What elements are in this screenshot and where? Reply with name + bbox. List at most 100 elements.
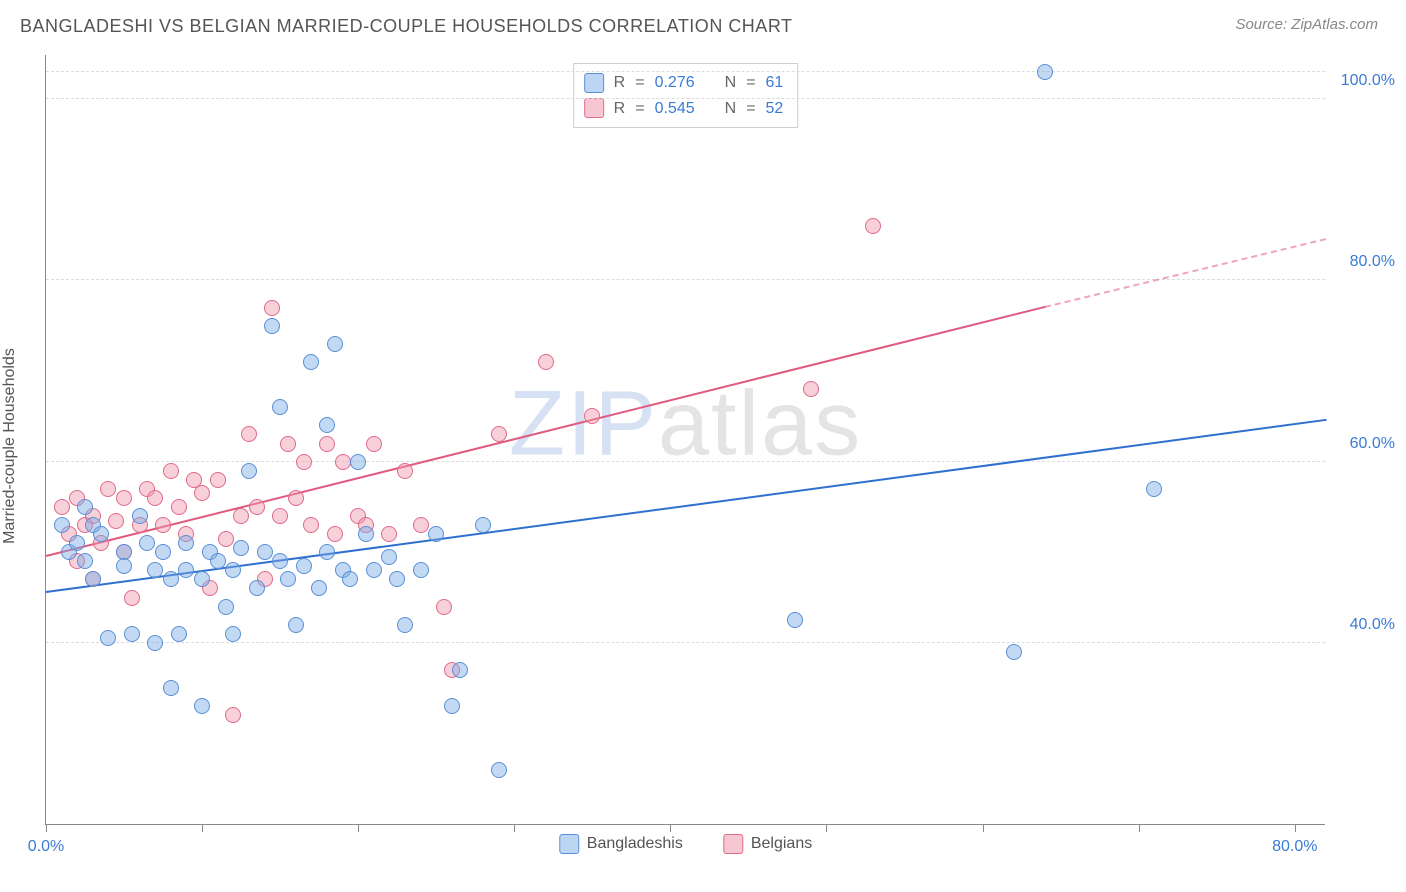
ytick-label: 40.0% — [1350, 616, 1395, 634]
gridline — [46, 461, 1325, 462]
data-point-belgians — [210, 472, 226, 488]
xtick-mark — [202, 824, 203, 832]
value-N-bangladeshis: 61 — [766, 70, 784, 96]
data-point-bangladeshis — [178, 562, 194, 578]
data-point-bangladeshis — [327, 336, 343, 352]
xtick-mark — [514, 824, 515, 832]
data-point-bangladeshis — [249, 580, 265, 596]
xtick-mark — [983, 824, 984, 832]
data-point-bangladeshis — [241, 463, 257, 479]
data-point-belgians — [436, 599, 452, 615]
data-point-bangladeshis — [147, 562, 163, 578]
data-point-belgians — [54, 499, 70, 515]
data-point-bangladeshis — [233, 540, 249, 556]
data-point-bangladeshis — [1006, 644, 1022, 660]
legend-label-bangladeshis: Bangladeshis — [587, 835, 683, 853]
xtick-label: 0.0% — [28, 838, 64, 856]
data-point-belgians — [319, 436, 335, 452]
data-point-bangladeshis — [257, 544, 273, 560]
trend-line — [46, 306, 1046, 557]
swatch-bangladeshis — [559, 834, 579, 854]
data-point-bangladeshis — [319, 417, 335, 433]
data-point-bangladeshis — [389, 571, 405, 587]
data-point-bangladeshis — [452, 662, 468, 678]
data-point-belgians — [397, 463, 413, 479]
data-point-bangladeshis — [225, 562, 241, 578]
label-R: R — [614, 70, 626, 96]
data-point-belgians — [218, 531, 234, 547]
data-point-bangladeshis — [491, 762, 507, 778]
label-eq: = — [635, 96, 644, 122]
ytick-label: 60.0% — [1350, 435, 1395, 453]
data-point-bangladeshis — [319, 544, 335, 560]
data-point-belgians — [194, 485, 210, 501]
data-point-bangladeshis — [77, 499, 93, 515]
gridline — [46, 642, 1325, 643]
data-point-bangladeshis — [116, 558, 132, 574]
gridline — [46, 71, 1325, 72]
chart-title: BANGLADESHI VS BELGIAN MARRIED-COUPLE HO… — [20, 16, 793, 37]
data-point-bangladeshis — [366, 562, 382, 578]
data-point-bangladeshis — [178, 535, 194, 551]
data-point-belgians — [288, 490, 304, 506]
data-point-belgians — [865, 218, 881, 234]
data-point-belgians — [280, 436, 296, 452]
data-point-bangladeshis — [54, 517, 70, 533]
watermark-part1: ZIP — [509, 373, 658, 475]
data-point-belgians — [303, 517, 319, 533]
data-point-bangladeshis — [139, 535, 155, 551]
data-point-belgians — [491, 426, 507, 442]
source-attribution: Source: ZipAtlas.com — [1235, 16, 1378, 33]
data-point-belgians — [264, 300, 280, 316]
swatch-bangladeshis — [584, 73, 604, 93]
label-eq: = — [746, 70, 755, 96]
data-point-bangladeshis — [69, 535, 85, 551]
data-point-belgians — [381, 526, 397, 542]
scatter-plot-area: ZIPatlas R = 0.276 N = 61 R = 0.545 N = … — [45, 55, 1325, 825]
value-R-belgians: 0.545 — [655, 96, 695, 122]
data-point-bangladeshis — [1146, 481, 1162, 497]
xtick-mark — [1295, 824, 1296, 832]
data-point-belgians — [171, 499, 187, 515]
data-point-belgians — [108, 513, 124, 529]
data-point-belgians — [124, 590, 140, 606]
data-point-bangladeshis — [132, 508, 148, 524]
data-point-bangladeshis — [147, 635, 163, 651]
data-point-bangladeshis — [210, 553, 226, 569]
data-point-bangladeshis — [397, 617, 413, 633]
data-point-belgians — [147, 490, 163, 506]
data-point-bangladeshis — [272, 553, 288, 569]
data-point-belgians — [366, 436, 382, 452]
stats-row-bangladeshis: R = 0.276 N = 61 — [584, 70, 784, 96]
label-N: N — [725, 70, 737, 96]
data-point-belgians — [241, 426, 257, 442]
data-point-belgians — [249, 499, 265, 515]
data-point-bangladeshis — [100, 630, 116, 646]
gridline — [46, 98, 1325, 99]
data-point-bangladeshis — [428, 526, 444, 542]
data-point-belgians — [155, 517, 171, 533]
data-point-bangladeshis — [303, 354, 319, 370]
label-eq: = — [746, 96, 755, 122]
stats-row-belgians: R = 0.545 N = 52 — [584, 96, 784, 122]
data-point-bangladeshis — [280, 571, 296, 587]
data-point-bangladeshis — [218, 599, 234, 615]
data-point-bangladeshis — [381, 549, 397, 565]
data-point-belgians — [803, 381, 819, 397]
ytick-label: 100.0% — [1341, 72, 1395, 90]
data-point-bangladeshis — [194, 571, 210, 587]
data-point-bangladeshis — [342, 571, 358, 587]
data-point-bangladeshis — [124, 626, 140, 642]
data-point-belgians — [163, 463, 179, 479]
label-eq: = — [635, 70, 644, 96]
data-point-bangladeshis — [77, 553, 93, 569]
data-point-belgians — [327, 526, 343, 542]
data-point-bangladeshis — [311, 580, 327, 596]
xtick-mark — [358, 824, 359, 832]
data-point-belgians — [538, 354, 554, 370]
series-legend: Bangladeshis Belgians — [559, 834, 812, 854]
data-point-belgians — [233, 508, 249, 524]
data-point-bangladeshis — [163, 571, 179, 587]
value-R-bangladeshis: 0.276 — [655, 70, 695, 96]
xtick-mark — [826, 824, 827, 832]
